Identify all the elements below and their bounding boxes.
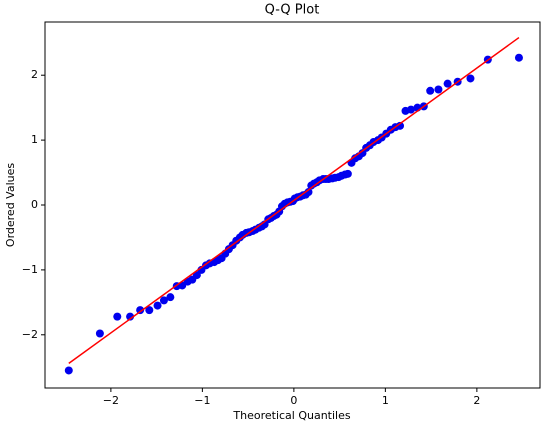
point [159, 296, 168, 305]
point [95, 329, 104, 338]
point [466, 74, 475, 83]
point [153, 301, 162, 310]
x-tick-label: 1 [382, 394, 389, 407]
point [443, 79, 452, 88]
y-tick-label: 0 [31, 198, 38, 211]
chart-title: Q-Q Plot [265, 3, 320, 18]
fit-line [68, 36, 520, 364]
y-tick-label: 2 [31, 68, 38, 81]
point [145, 306, 154, 315]
point [113, 312, 122, 321]
point [166, 293, 175, 302]
x-tick-label: −2 [103, 394, 119, 407]
point [434, 85, 443, 94]
x-tick-label: 0 [290, 394, 297, 407]
y-tick-label: −2 [22, 328, 38, 341]
point [396, 121, 405, 130]
point [426, 86, 435, 95]
plot-frame [44, 21, 541, 389]
point [304, 188, 313, 197]
point [406, 105, 415, 114]
point [514, 53, 523, 62]
y-axis-label: Ordered Values [4, 163, 17, 247]
point [192, 271, 201, 280]
x-tick-label: −1 [194, 394, 210, 407]
point [343, 169, 352, 178]
x-axis-label: Theoretical Quantiles [232, 409, 350, 422]
point [126, 312, 135, 321]
y-tick-label: 1 [31, 133, 38, 146]
y-tick-label: −1 [22, 263, 38, 276]
point [136, 306, 145, 315]
x-tick-label: 2 [473, 394, 480, 407]
point [64, 366, 73, 375]
